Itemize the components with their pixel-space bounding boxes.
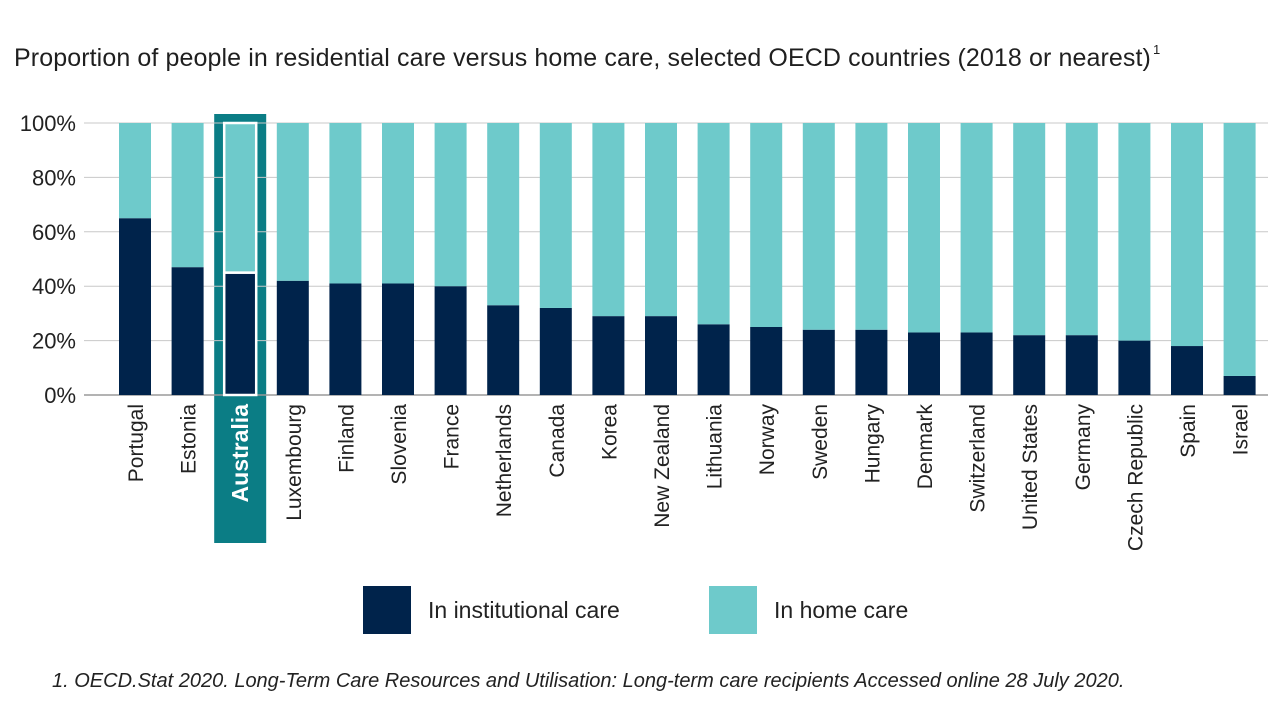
x-tick-label: Hungary (861, 404, 884, 484)
chart-title-text: Proportion of people in residential care… (14, 44, 1151, 72)
x-tick-label: Germany (1072, 404, 1095, 491)
x-tick-label: Portugal (125, 404, 148, 482)
bar-institutional (802, 329, 835, 395)
bar-home (119, 123, 151, 219)
bar-institutional (697, 324, 730, 395)
bar-home (750, 123, 783, 327)
bar-home (1013, 123, 1046, 336)
legend-swatch-institutional (363, 586, 411, 634)
x-tick-label: Estonia (178, 404, 201, 474)
y-tick-label: 60% (32, 220, 76, 245)
x-tick-label: Switzerland (967, 404, 990, 513)
x-tick-label: Netherlands (493, 404, 516, 517)
x-tick-label: Spain (1177, 404, 1200, 458)
x-tick-label: Israel (1230, 404, 1253, 455)
bar-institutional (1118, 340, 1151, 395)
bar-home (382, 123, 414, 284)
bar-institutional (487, 305, 520, 395)
x-tick-label: New Zealand (651, 404, 674, 528)
bar-home (1118, 123, 1151, 341)
bar-home (802, 123, 835, 330)
legend-label-home: In home care (774, 597, 908, 623)
y-tick-label: 20% (32, 329, 76, 354)
y-tick-label: 80% (32, 165, 76, 190)
bar-institutional (222, 271, 258, 397)
legend-swatch-home (709, 586, 757, 634)
bar-home (697, 123, 730, 325)
bar-home (960, 123, 993, 333)
bar-institutional (434, 286, 467, 395)
x-tick-label: Australia (227, 404, 253, 503)
bar-institutional (750, 327, 783, 395)
bar-institutional (645, 316, 677, 395)
legend: In institutional care In home care (363, 586, 908, 634)
bar-institutional (855, 329, 888, 395)
title-footnote-marker: 1 (1152, 42, 1161, 57)
x-tick-label: Denmark (914, 404, 937, 490)
bar-institutional (1065, 335, 1098, 395)
x-tick-label: Czech Republic (1124, 404, 1147, 551)
x-tick-label: Slovenia (388, 404, 411, 485)
bar-home (592, 123, 625, 317)
bar-home (1223, 123, 1256, 376)
x-tick-label: Finland (335, 404, 358, 473)
x-tick-label: Korea (598, 404, 621, 460)
x-tick-label: Canada (546, 404, 569, 478)
bar-home (908, 123, 940, 333)
bar-institutional (1223, 375, 1256, 395)
bar-home (222, 121, 258, 274)
bar-institutional (276, 280, 309, 395)
x-tick-label: Norway (756, 404, 779, 476)
bar-home (434, 123, 467, 287)
bar-institutional (382, 283, 414, 395)
chart-title: Proportion of people in residential care… (14, 42, 1160, 73)
legend-label-institutional: In institutional care (428, 597, 620, 623)
bar-home (645, 123, 677, 317)
bar-institutional (592, 316, 625, 395)
y-tick-label: 0% (44, 383, 76, 408)
x-tick-label: Luxembourg (283, 404, 306, 521)
x-tick-label: France (441, 404, 464, 469)
bar-home (171, 123, 204, 268)
bar-home (855, 123, 888, 330)
footnote: 1. OECD.Stat 2020. Long-Term Care Resour… (52, 670, 1125, 692)
bar-home (539, 123, 572, 308)
bar-home (329, 123, 362, 284)
bar-institutional (171, 267, 204, 395)
bar-institutional (908, 332, 940, 395)
bar-home (1065, 123, 1098, 336)
bar-home (1171, 123, 1203, 347)
bar-institutional (119, 218, 151, 395)
bar-institutional (539, 307, 572, 395)
x-tick-label: United States (1019, 404, 1042, 530)
bar-home (487, 123, 520, 306)
bar-institutional (960, 332, 993, 395)
x-tick-label: Lithuania (704, 404, 727, 490)
bar-institutional (329, 283, 362, 395)
y-tick-label: 100% (20, 111, 76, 136)
bars-layer (119, 121, 1256, 397)
y-tick-label: 40% (32, 274, 76, 299)
category-label-layer: Portugal Estonia Australia Luxembourg Finlan… (125, 404, 1253, 552)
y-tick-layer: 0% 20% 40% 60% 80% 100% (20, 111, 76, 408)
bar-institutional (1171, 346, 1203, 395)
bar-home (276, 123, 309, 281)
bar-institutional (1013, 335, 1046, 395)
x-tick-label: Sweden (809, 404, 832, 480)
